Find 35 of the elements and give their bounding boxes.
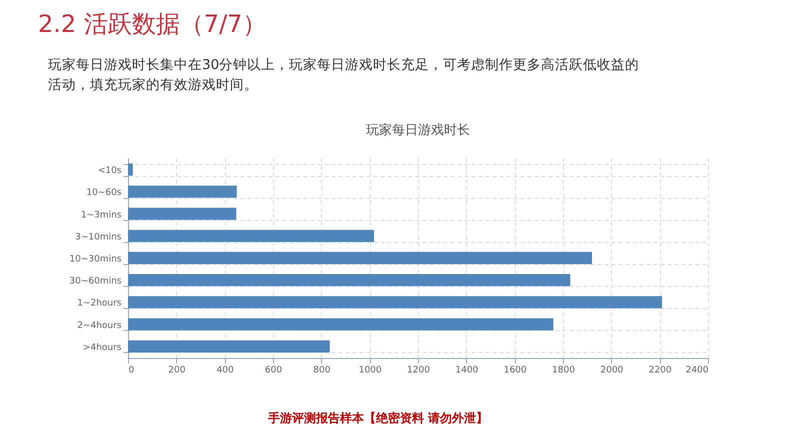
x-tick-label: 1200 [407,366,430,376]
y-tick-label: 10~60s [86,188,122,198]
bar [128,164,133,176]
y-tick-label: 2~4hours [77,320,122,331]
text: 手游评测报告样本【绝密资料 请勿外泄】 [266,411,488,425]
x-tick-label: 200 [168,366,186,376]
x-tick-label: 400 [216,366,234,376]
y-tick-label: <10s [98,166,122,176]
bar [128,208,236,220]
bar [128,186,237,198]
y-tick-label: 30~60mins [69,276,122,287]
bar [128,340,330,352]
y-tick-label: 1~3mins [80,210,122,220]
bar [128,274,570,286]
y-tick-label: 1~2hours [77,298,122,309]
x-tick-label: 1000 [358,366,382,376]
x-tick-label: 2000 [600,366,624,376]
x-tick-label: 1800 [552,366,576,376]
x-tick-label: 1600 [504,366,527,376]
y-tick-label: >4hours [82,342,122,353]
chart-title: 玩家每日游戏时长 [366,122,470,138]
x-tick-label: 800 [313,366,331,376]
x-tick-label: 1400 [455,366,479,376]
bar [128,230,374,242]
x-tick-label: 2200 [648,366,672,376]
text: 2.2 活跃数据（7/7） [38,10,266,38]
text: 玩家每日游戏时长集中在30分钟以上，玩家每日游戏时长充足，可考虑制作更多高活跃低收益的活动，填充玩家的有效游戏时间。 [48,57,640,93]
bar [128,252,592,264]
x-tick-label: 2400 [686,366,709,376]
x-tick-label: 0 [128,366,134,376]
y-tick-label: 3~10mins [75,232,122,242]
bar [128,318,554,330]
y-tick-label: 10~30mins [69,254,122,264]
x-tick-label: 600 [264,366,282,376]
bar [128,296,662,308]
